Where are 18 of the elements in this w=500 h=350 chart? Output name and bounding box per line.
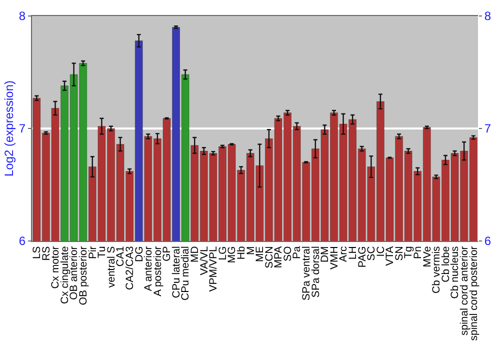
y-axis-title: Log2 (expression) (2, 80, 16, 177)
x-tick-label: M (244, 246, 257, 255)
x-tick-label: SPa dorsal (310, 246, 322, 298)
x-tick-label: DG (133, 246, 146, 262)
x-tick-label: Tg (402, 246, 415, 258)
x-tick-label: spinal cord posterior (468, 246, 480, 341)
x-tick-label: Cx cingulate (58, 246, 71, 304)
y2-tick-label: 7 (484, 122, 492, 136)
x-tick-label: OB anterior (68, 246, 80, 300)
y-tick-label: 7 (18, 122, 26, 136)
y2-tick-label: 8 (484, 9, 492, 24)
x-tick-label: Cb lobe (440, 246, 452, 282)
y2-tick-label: 6 (484, 234, 492, 248)
y-tick-label: 8 (18, 9, 26, 24)
x-tick-label: CPu medial (180, 246, 192, 300)
y-tick-label: 6 (18, 234, 26, 248)
x-tick-label: PAG (356, 246, 368, 268)
x-tick-label: Hb (235, 246, 248, 260)
